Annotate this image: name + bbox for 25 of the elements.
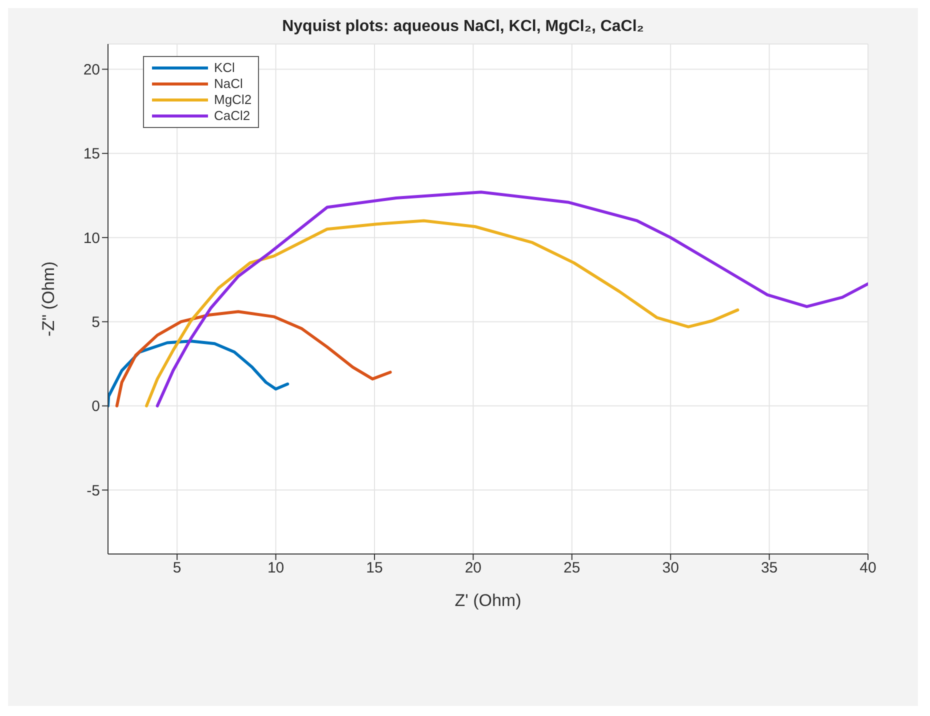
chart-title: Nyquist plots: aqueous NaCl, KCl, MgCl₂, CaCl₂ xyxy=(281,17,645,36)
line-series xyxy=(115,310,392,408)
legend-label: CaCl2 xyxy=(214,108,250,124)
y-tick-label: 15 xyxy=(83,146,100,163)
y-tick-label: 0 xyxy=(92,398,100,416)
legend-label: KCl xyxy=(214,60,235,76)
y-tick-label: 10 xyxy=(83,230,100,247)
x-tick-label: 35 xyxy=(760,560,778,577)
y-axis-title: -Z" (Ohm) xyxy=(39,262,58,336)
y-tick-label: -5 xyxy=(86,482,100,500)
y-tick-label: 20 xyxy=(83,62,100,79)
x-tick-label: 20 xyxy=(464,560,482,577)
x-tick-label: 30 xyxy=(662,560,679,577)
legend-label: MgCl2 xyxy=(214,92,252,108)
legend-label: NaCl xyxy=(214,76,243,92)
line-series xyxy=(144,219,740,408)
x-tick-label: 10 xyxy=(267,560,284,577)
y-tick-label: 5 xyxy=(92,314,100,332)
x-tick-label: 25 xyxy=(564,560,580,577)
x-axis-title: Z' (Ohm) xyxy=(454,591,522,610)
line-series xyxy=(108,340,290,408)
x-tick-label: 15 xyxy=(366,560,383,577)
x-tick-label: 5 xyxy=(172,560,182,577)
x-tick-label: 40 xyxy=(860,560,876,577)
line-series xyxy=(156,190,868,408)
